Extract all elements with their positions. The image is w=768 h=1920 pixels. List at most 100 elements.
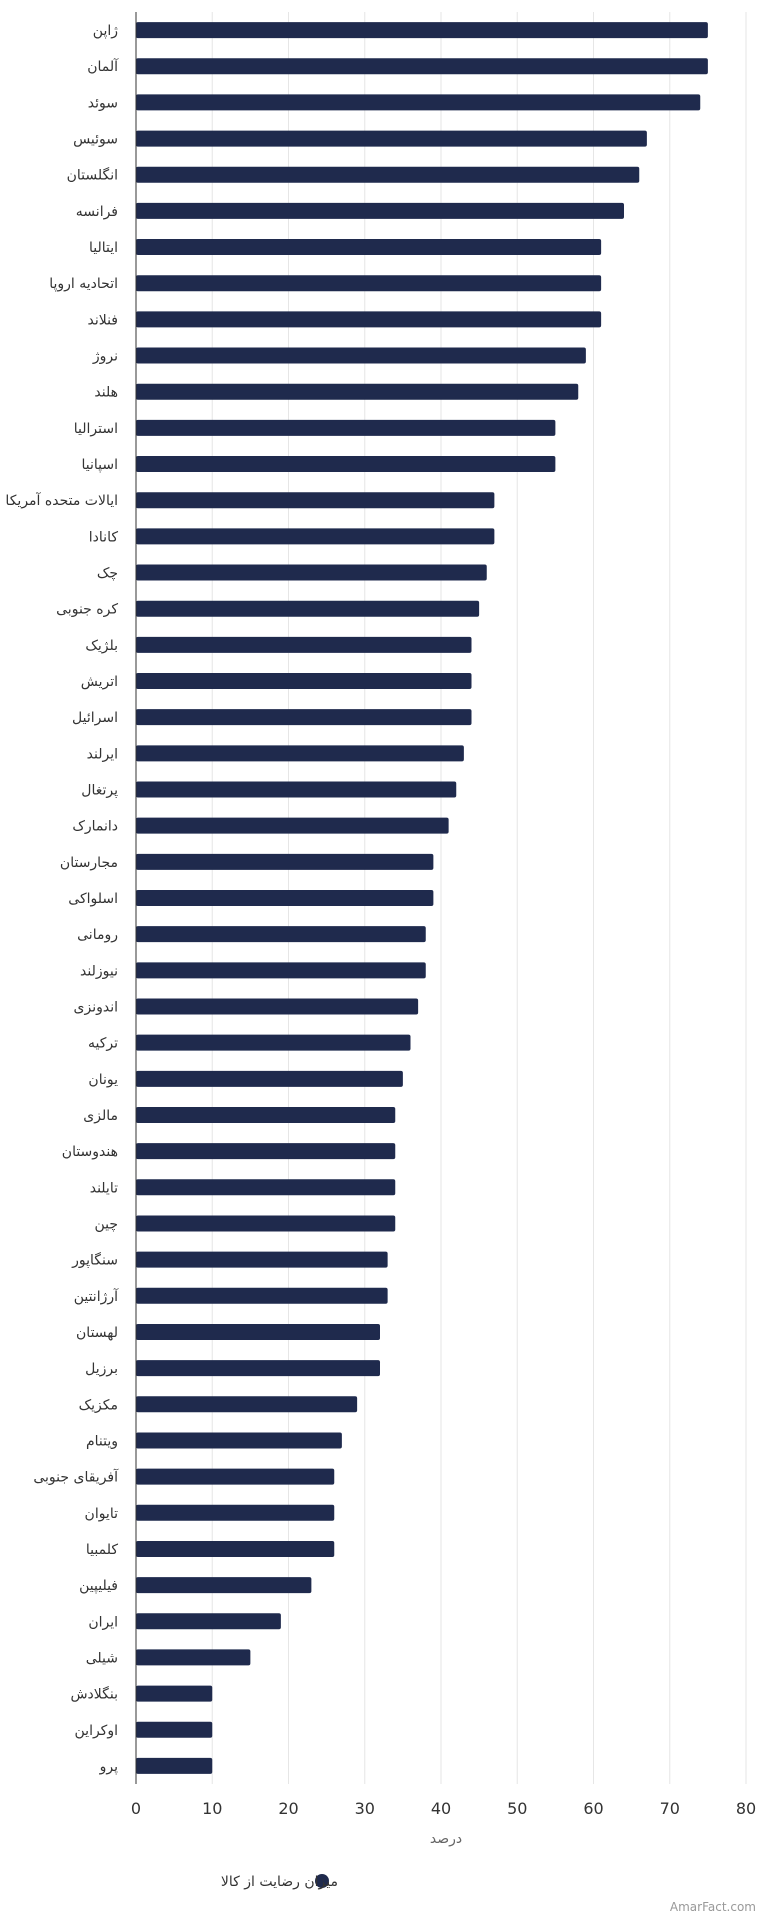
category-label: پرو — [99, 1759, 118, 1775]
category-label: ایرلند — [87, 746, 118, 762]
bar[interactable] — [136, 636, 472, 653]
bar[interactable] — [136, 600, 480, 617]
bar[interactable] — [136, 22, 708, 39]
bar[interactable] — [136, 962, 426, 979]
x-axis-title: درصد — [430, 1831, 462, 1847]
category-label: مکزیک — [79, 1397, 118, 1413]
category-label: ترکیه — [88, 1036, 118, 1052]
x-tick-label: 30 — [355, 1799, 375, 1818]
category-label: فنلاند — [87, 312, 118, 328]
bar[interactable] — [136, 998, 419, 1015]
category-label: ژاپن — [93, 23, 118, 39]
category-label: اوکراین — [75, 1723, 118, 1739]
bar[interactable] — [136, 1034, 411, 1051]
bar[interactable] — [136, 1396, 358, 1413]
category-label: اسلواکی — [68, 891, 118, 907]
bar[interactable] — [136, 94, 701, 111]
bar[interactable] — [136, 419, 556, 436]
bar[interactable] — [136, 1106, 396, 1123]
bar[interactable] — [136, 564, 487, 581]
category-label: انگلستان — [67, 167, 118, 184]
bar[interactable] — [136, 781, 457, 798]
category-label: ایالات متحده آمریکا — [5, 492, 118, 509]
category-label: بنگلادش — [70, 1686, 118, 1703]
category-label: اندونزی — [74, 999, 118, 1015]
bar[interactable] — [136, 58, 708, 75]
bar[interactable] — [136, 347, 586, 364]
bar[interactable] — [136, 166, 640, 183]
bar[interactable] — [136, 1577, 312, 1594]
x-tick-label: 40 — [431, 1799, 451, 1818]
category-label: اسرائیل — [72, 710, 118, 726]
category-label: تایوان — [85, 1506, 119, 1522]
bar[interactable] — [136, 1540, 335, 1557]
category-label: بلژیک — [85, 638, 118, 654]
x-tick-label: 70 — [660, 1799, 680, 1818]
bar[interactable] — [136, 1504, 335, 1521]
category-label: رومانی — [77, 927, 118, 943]
x-tick-label: 20 — [278, 1799, 298, 1818]
bar[interactable] — [136, 673, 472, 690]
bar[interactable] — [136, 202, 624, 219]
legend-label: میزان رضایت از کالا — [221, 1874, 338, 1890]
category-label: اسپانیا — [82, 457, 119, 473]
category-label: تایلند — [90, 1180, 118, 1196]
bar[interactable] — [136, 275, 602, 292]
x-tick-label: 10 — [202, 1799, 222, 1818]
bar[interactable] — [136, 1215, 396, 1232]
bar[interactable] — [136, 311, 602, 328]
x-tick-label: 50 — [507, 1799, 527, 1818]
category-label: کانادا — [89, 529, 119, 545]
category-label: استرالیا — [74, 421, 118, 437]
category-label: ایران — [88, 1614, 118, 1630]
bar[interactable] — [136, 383, 579, 400]
bar[interactable] — [136, 1685, 213, 1702]
category-label: هلند — [94, 385, 118, 401]
category-label: مالزی — [83, 1108, 118, 1124]
bar[interactable] — [136, 130, 647, 147]
bar[interactable] — [136, 1143, 396, 1160]
x-tick-label: 0 — [131, 1799, 141, 1818]
category-label: چک — [97, 566, 118, 582]
legend[interactable]: میزان رضایت از کالا — [221, 1874, 338, 1890]
category-label: سنگاپور — [71, 1252, 118, 1269]
bar[interactable] — [136, 853, 434, 870]
bar[interactable] — [136, 1649, 251, 1666]
bar[interactable] — [136, 1721, 213, 1738]
bar[interactable] — [136, 1287, 388, 1304]
bar[interactable] — [136, 745, 464, 762]
bar[interactable] — [136, 926, 426, 943]
bar[interactable] — [136, 1360, 380, 1377]
bar[interactable] — [136, 492, 495, 509]
category-label: یونان — [88, 1072, 118, 1088]
category-label: فیلیپین — [79, 1578, 118, 1594]
bar[interactable] — [136, 1179, 396, 1196]
category-label: سوئد — [88, 95, 118, 111]
bar[interactable] — [136, 1468, 335, 1485]
category-label: اتریش — [81, 674, 118, 690]
bar[interactable] — [136, 1432, 342, 1449]
category-label: کلمبیا — [86, 1542, 118, 1558]
category-label: ویتنام — [86, 1433, 118, 1449]
category-label: برزیل — [85, 1361, 118, 1377]
category-label: مجارستان — [60, 855, 118, 871]
credit-text: AmarFact.com — [669, 1900, 756, 1914]
bar[interactable] — [136, 817, 449, 834]
bar[interactable] — [136, 1323, 380, 1340]
bar[interactable] — [136, 1613, 281, 1630]
bar[interactable] — [136, 1251, 388, 1268]
category-label: دانمارک — [72, 819, 118, 835]
bar[interactable] — [136, 1070, 403, 1087]
bar[interactable] — [136, 709, 472, 726]
bar[interactable] — [136, 239, 602, 256]
bar[interactable] — [136, 456, 556, 473]
category-label: نروژ — [92, 349, 118, 365]
category-labels: ژاپن آلمان سوئد سوئیس انگلستان فرانسه ایتالیا ا… — [5, 23, 119, 1775]
bar[interactable] — [136, 1757, 213, 1774]
category-label: پرتغال — [81, 783, 118, 799]
category-label: کره جنوبی — [56, 602, 118, 618]
bar[interactable] — [136, 890, 434, 906]
category-label: لهستان — [76, 1325, 118, 1341]
bar[interactable] — [136, 528, 495, 545]
